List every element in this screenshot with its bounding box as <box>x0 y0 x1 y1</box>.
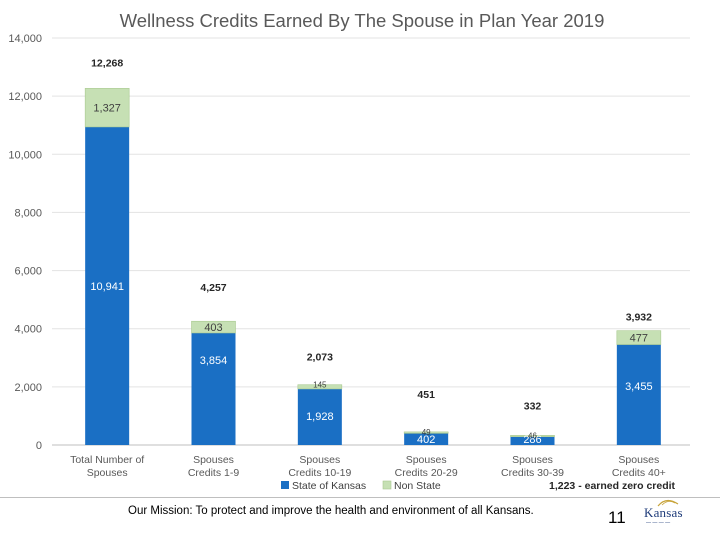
bar-non-state <box>191 320 236 334</box>
chart-title: Wellness Credits Earned By The Spouse in… <box>120 10 605 31</box>
logo-wordmark: Kansas <box>644 505 683 520</box>
x-category-label: Spouses <box>618 454 659 466</box>
value-label-nonstate: 49 <box>422 428 431 437</box>
value-label-state: 402 <box>417 434 435 446</box>
bar-state-of-kansas <box>191 332 236 445</box>
total-label: 12,268 <box>91 57 123 69</box>
legend-swatch-state <box>281 481 289 489</box>
x-category-label: Spouses <box>406 454 447 466</box>
x-category-label: Credits 20-29 <box>395 467 458 479</box>
footer-divider <box>0 497 720 498</box>
value-label-state: 286 <box>523 434 541 446</box>
value-label-nonstate: 145 <box>313 381 327 390</box>
x-category-label: Credits 30-39 <box>501 467 564 479</box>
x-category-label: Credits 40+ <box>612 467 666 479</box>
y-tick-label: 6,000 <box>14 266 42 278</box>
total-label: 451 <box>417 389 435 401</box>
y-tick-label: 4,000 <box>14 324 42 336</box>
bar-non-state <box>84 88 130 128</box>
y-tick-label: 10,000 <box>8 149 42 161</box>
y-tick-label: 12,000 <box>8 91 42 103</box>
mission-statement: Our Mission: To protect and improve the … <box>128 505 534 517</box>
x-category-label: Total Number of <box>70 454 144 466</box>
value-label-state: 10,941 <box>90 281 124 293</box>
x-category-label: Credits 10-19 <box>288 467 351 479</box>
legend-label-state: State of Kansas <box>292 480 366 492</box>
value-label-state: 3,455 <box>625 381 653 393</box>
legend-swatch-nonstate <box>382 480 392 490</box>
value-label-nonstate: 477 <box>630 333 648 345</box>
y-tick-label: 0 <box>36 440 42 452</box>
bar-non-state <box>616 330 662 345</box>
x-category-label: Spouses <box>87 467 128 479</box>
y-tick-label: 2,000 <box>14 382 42 394</box>
bar-state-of-kansas <box>510 436 555 445</box>
y-tick-label: 8,000 <box>14 207 42 219</box>
bar-non-state <box>297 384 343 390</box>
total-label: 3,932 <box>626 312 652 324</box>
value-label-nonstate: 1,327 <box>93 103 121 115</box>
legend-label-nonstate: Non State <box>394 480 441 492</box>
annotation-zero-credit: 1,223 - earned zero credit <box>549 480 676 492</box>
value-label-state: 3,854 <box>200 355 228 367</box>
x-category-label: Spouses <box>299 454 340 466</box>
total-label: 2,073 <box>307 352 333 364</box>
bar-non-state <box>403 431 449 434</box>
x-category-label: Spouses <box>512 454 553 466</box>
page-number: 11 <box>608 508 626 527</box>
kansas-logo-icon <box>657 499 679 507</box>
x-category-label: Credits 1-9 <box>188 467 240 479</box>
value-label-state: 1,928 <box>306 411 334 423</box>
logo-subtitle-mark: — — — — <box>646 520 671 526</box>
bar-non-state <box>510 435 555 437</box>
bar-state-of-kansas <box>616 344 661 445</box>
x-category-label: Spouses <box>193 454 234 466</box>
bar-state-of-kansas <box>85 126 130 445</box>
bar-state-of-kansas <box>297 388 342 445</box>
y-tick-label: 14,000 <box>8 33 42 45</box>
bar-state-of-kansas <box>404 433 449 445</box>
total-label: 4,257 <box>200 282 226 294</box>
value-label-nonstate: 403 <box>204 322 222 334</box>
total-label: 332 <box>524 400 542 412</box>
chart: Wellness Credits Earned By The Spouse in… <box>8 10 690 492</box>
value-label-nonstate: 46 <box>528 431 537 440</box>
